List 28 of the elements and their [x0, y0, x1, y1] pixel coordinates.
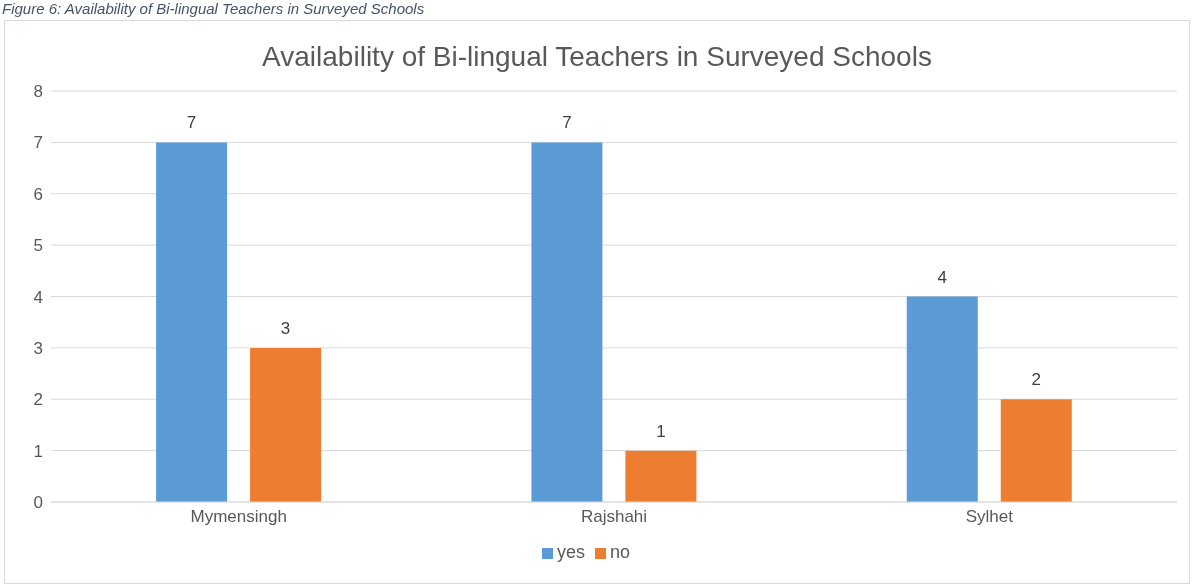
bar: [906, 296, 978, 502]
y-tick-label: 7: [33, 133, 43, 153]
y-tick-label: 8: [33, 82, 43, 102]
bar: [250, 347, 322, 502]
y-tick-label: 5: [33, 236, 43, 256]
data-label: 7: [562, 113, 572, 133]
data-label: 7: [186, 113, 197, 133]
y-tick-label: 1: [33, 441, 43, 461]
legend-label: yes: [556, 542, 585, 562]
bar: [1000, 399, 1072, 502]
data-label: 2: [1031, 370, 1041, 390]
x-tick-label: Mymensingh: [190, 507, 287, 527]
legend-label: no: [609, 542, 631, 562]
data-label: 1: [656, 421, 666, 441]
y-tick-label: 0: [33, 493, 43, 513]
y-tick-label: 6: [33, 184, 43, 204]
y-tick-label: 4: [33, 287, 43, 307]
y-tick-label: 3: [33, 338, 43, 358]
x-tick-label: Sylhet: [965, 507, 1014, 527]
data-label: 3: [280, 318, 291, 338]
bar: [531, 142, 603, 502]
bar: [156, 142, 228, 502]
y-tick-label: 2: [33, 390, 43, 410]
x-tick-label: Rajshahi: [580, 507, 648, 527]
chart-title: Availability of Bi-lingual Teachers in Surveyed Schools: [261, 41, 933, 73]
data-label: 4: [937, 267, 947, 287]
bar: [625, 450, 697, 502]
caption: Figure 6: Availability of Bi-lingual Teachers in Surveyed Schools: [2, 0, 425, 17]
